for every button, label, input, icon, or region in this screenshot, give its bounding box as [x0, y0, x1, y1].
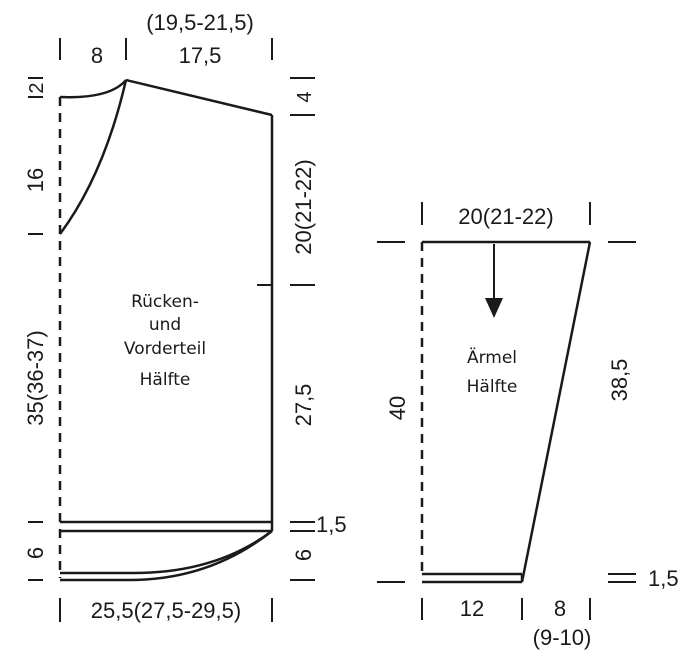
- dim-sleeve-center-length: 40: [385, 396, 410, 420]
- dim-shoulder-width: 17,5: [179, 43, 222, 68]
- dim-back-neck-depth: 2: [26, 82, 48, 93]
- body-bottom-dimension: 25,5(27,5-29,5): [59, 598, 273, 623]
- dim-sleeve-increase-width: 8: [554, 596, 566, 621]
- sleeve-bottom-dimension: 12 8 (9-10): [421, 596, 592, 650]
- dim-shoulder-slope: 4: [294, 91, 316, 102]
- body-title-line4: Hälfte: [140, 370, 191, 390]
- dim-cuff: 1,5: [648, 566, 679, 591]
- sleeve-title-line2: Hälfte: [467, 377, 518, 397]
- dim-front-neck-depth: 16: [23, 168, 48, 192]
- body-title-line1: Rücken-: [131, 292, 199, 312]
- sleeve-piece: Ärmel Hälfte: [420, 240, 592, 584]
- arrow-down-icon: [485, 298, 503, 318]
- dim-sleeve-increase-width-sizes: (9-10): [533, 625, 592, 650]
- dim-sleeve-top-width: 20(21-22): [458, 204, 553, 229]
- dim-neck-width: 8: [91, 43, 103, 68]
- body-title-line2: und: [149, 315, 181, 335]
- body-top-dimension: 8 17,5 (19,5-21,5): [59, 10, 273, 68]
- back-neckline: [59, 79, 127, 99]
- hem-curve-inner: [129, 530, 273, 582]
- dim-armhole: 20(21-22): [291, 159, 316, 254]
- sleeve-side-edge: [520, 241, 592, 583]
- hem-curve-outer: [129, 530, 273, 575]
- body-left-dimension: 2 16 35(36-37) 6: [23, 77, 48, 581]
- sleeve-title-line1: Ärmel: [467, 347, 517, 368]
- body-piece: Rücken- und Vorderteil Hälfte: [58, 78, 274, 582]
- dim-sleeve-side-length: 38,5: [607, 359, 632, 402]
- dim-side-length: 27,5: [291, 384, 316, 427]
- dim-shoulder-width-sizes: (19,5-21,5): [146, 10, 254, 35]
- body-right-dimension: 4 20(21-22) 27,5 1,5 6: [290, 77, 347, 581]
- body-title-line3: Vorderteil: [124, 339, 206, 359]
- dim-hem-left: 6: [23, 547, 48, 559]
- front-neckline: [58, 79, 128, 235]
- dim-hem-right: 6: [291, 549, 316, 561]
- sleeve-top-dimension: 20(21-22): [377, 202, 636, 243]
- shoulder-line: [125, 78, 273, 117]
- dim-sleeve-bottom-width: 12: [460, 596, 484, 621]
- dim-center-length: 35(36-37): [23, 330, 48, 425]
- sleeve-side-dimensions: 40 38,5 1,5: [377, 359, 679, 591]
- dim-band-step: 1,5: [316, 512, 347, 537]
- dim-bottom-width: 25,5(27,5-29,5): [91, 598, 241, 623]
